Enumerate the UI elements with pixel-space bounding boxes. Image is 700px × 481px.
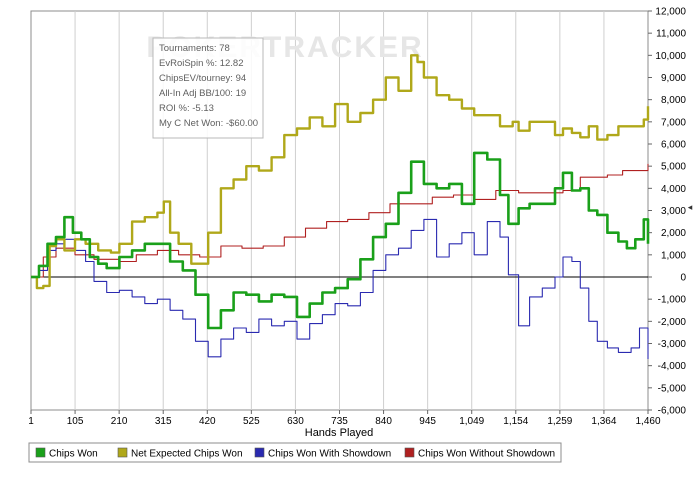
- y-tick-label: 4,000: [661, 184, 686, 195]
- legend-label: Chips Won: [49, 449, 98, 460]
- y-tick-label: 6,000: [661, 140, 686, 151]
- x-axis: 1 105 210 315 420 525 630 735 840 945 1,049 1,154 1,…: [28, 410, 661, 427]
- x-tick-label: 210: [111, 416, 128, 427]
- legend-label: Net Expected Chips Won: [131, 449, 243, 460]
- y-tick-label: 7,000: [661, 117, 686, 128]
- y-tick-label: -3,000: [658, 339, 687, 350]
- x-tick-label: 525: [243, 416, 260, 427]
- stats-line-roi: ROI %: -5.13: [159, 103, 214, 114]
- series-line-net-expected-chips-won: [31, 54, 650, 290]
- y-tick-label: 0: [680, 273, 686, 284]
- y-tick-label: -4,000: [658, 361, 687, 372]
- series-layer: [31, 54, 650, 359]
- legend-label: Chips Won Without Showdown: [418, 449, 555, 460]
- legend: Chips Won Net Expected Chips Won Chips Won…: [28, 442, 562, 463]
- x-tick-label: 420: [199, 416, 216, 427]
- y-tick-label: 3,000: [661, 206, 686, 217]
- stats-box-background: [152, 37, 264, 139]
- y-tick-label: 9,000: [661, 73, 686, 84]
- y-tick-label: -1,000: [658, 295, 687, 306]
- y-tick-label: 8,000: [661, 95, 686, 106]
- y-tick-label: 5,000: [661, 162, 686, 173]
- x-tick-label: 1,154: [503, 416, 528, 427]
- series-line-chips-won: [31, 151, 650, 330]
- series-line-chips-won-with-showdown: [31, 218, 649, 359]
- grid-layer: [74, 11, 605, 410]
- y-tick-label: -6,000: [658, 406, 687, 417]
- x-tick-label: 840: [375, 416, 392, 427]
- x-tick-label: 735: [331, 416, 348, 427]
- stats-line-chipsev: ChipsEV/tourney: 94: [159, 73, 246, 84]
- y-tick-label: 11,000: [656, 29, 686, 40]
- legend-swatch: [35, 447, 46, 458]
- x-tick-label: 105: [67, 416, 84, 427]
- x-tick-label: 630: [287, 416, 304, 427]
- y-tick-label: 12,000: [655, 7, 686, 18]
- legend-swatch: [117, 447, 128, 458]
- y-axis: 12,000 11,000 10,000 9,000 8,000 7,000 6,000 5,…: [648, 7, 686, 417]
- stats-line-allin-adj: All-In Adj BB/100: 19: [159, 88, 246, 99]
- stats-line-net-won: My C Net Won: -$60.00: [159, 118, 258, 129]
- legend-label: Chips Won With Showdown: [268, 449, 391, 460]
- x-axis-title: Hands Played: [305, 427, 374, 439]
- x-tick-label: 945: [419, 416, 436, 427]
- legend-swatch: [254, 447, 265, 458]
- y-tick-label: -2,000: [658, 317, 687, 328]
- y-tick-label: 10,000: [655, 51, 686, 62]
- stats-box: Tournaments: 78 EvRoiSpin %: 12.82 Chips…: [152, 37, 264, 139]
- x-tick-label: 1,049: [459, 416, 484, 427]
- x-tick-label: 1,460: [635, 416, 660, 427]
- x-tick-label: 1,259: [547, 416, 572, 427]
- legend-items: Chips Won Net Expected Chips Won Chips Won…: [35, 447, 555, 460]
- stats-line-evroispin: EvRoiSpin %: 12.82: [159, 58, 244, 69]
- x-tick-label: 1: [28, 416, 34, 427]
- x-tick-label: 1,364: [591, 416, 616, 427]
- x-tick-label: 315: [155, 416, 172, 427]
- stats-line-tournaments: Tournaments: 78: [159, 43, 230, 54]
- y-tick-label: 1,000: [661, 250, 686, 261]
- legend-swatch: [404, 447, 415, 458]
- y-tick-label: -5,000: [658, 383, 687, 394]
- legend-frame: [28, 442, 562, 463]
- y-axis-marker: ◂: [688, 202, 693, 212]
- y-tick-label: 2,000: [661, 228, 686, 239]
